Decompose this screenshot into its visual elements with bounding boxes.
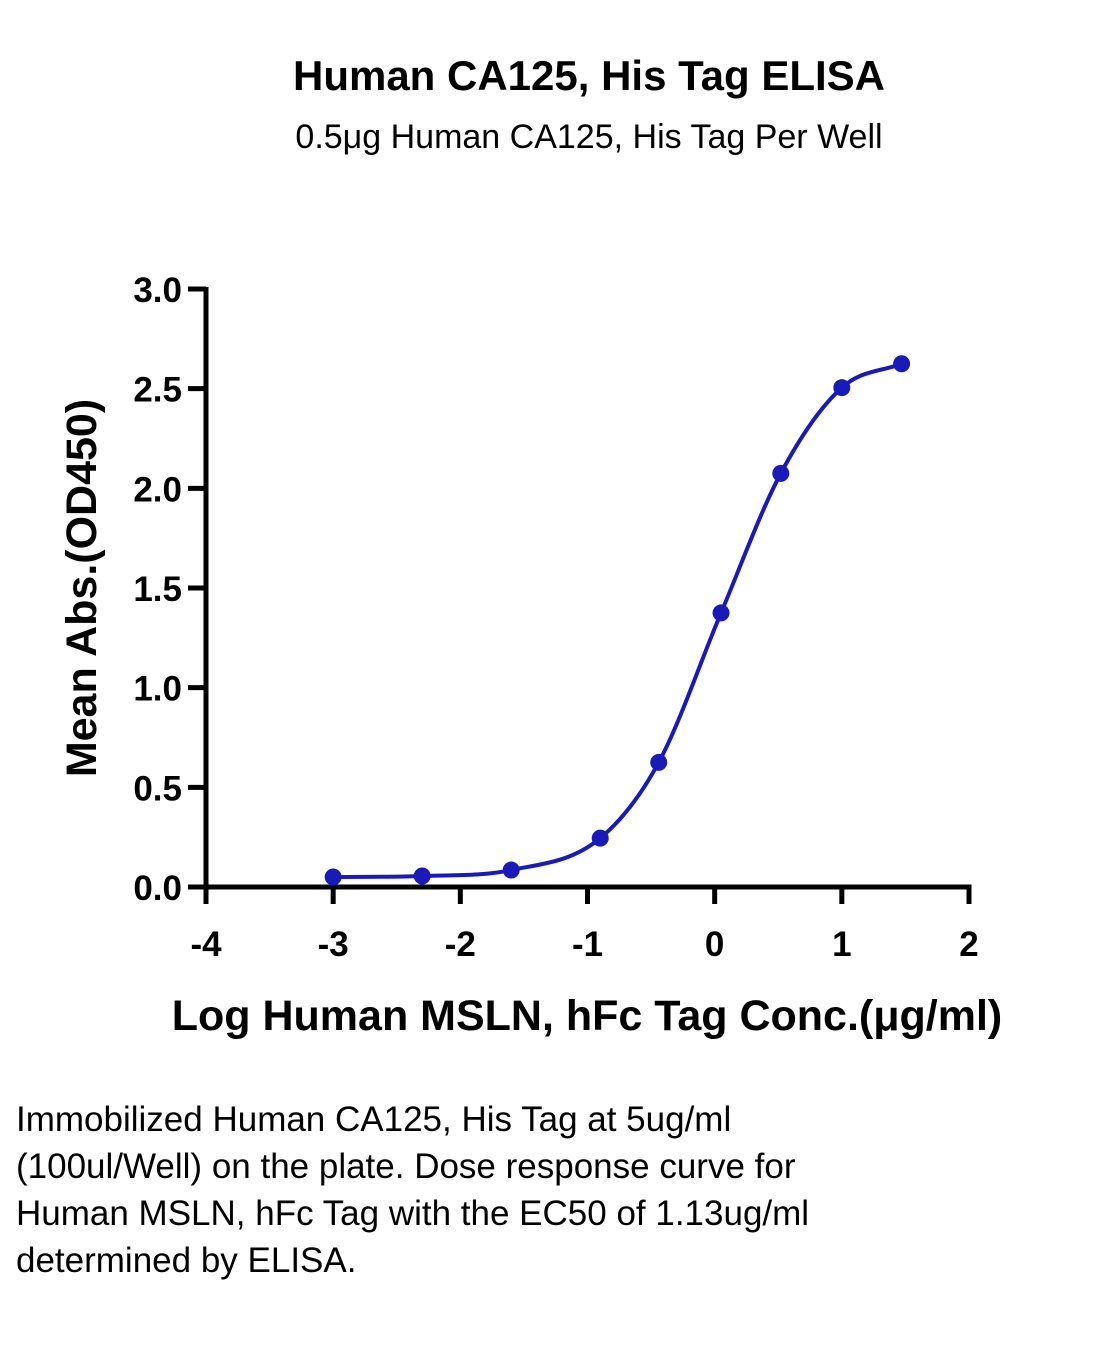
data-point [772,464,790,482]
data-point [893,355,911,373]
y-tick-label: 1.5 [133,570,182,609]
data-point [650,753,668,771]
data-point [833,379,851,397]
chart-title: Human CA125, His Tag ELISA [292,52,886,99]
y-tick-label: 2.5 [133,371,182,410]
y-tick-label: 3.0 [133,271,182,310]
elisa-chart: 0.0 0.5 1.0 1.5 2.0 2.5 3.0 -4 -3 -2 -1 0 1 2 Log Hum… [58,271,1003,1040]
data-point [591,829,609,847]
y-tick-label: 1.0 [133,670,182,709]
chart-subtitle: 0.5μg Human CA125, His Tag Per Well [295,118,883,156]
x-tick-label: 0 [705,925,724,964]
data-point [324,868,342,886]
x-tick-label: 1 [832,925,851,964]
x-tick-label: -1 [572,925,603,964]
x-tick-label: -3 [318,925,349,964]
y-tick-label: 0.0 [133,869,182,908]
y-tick-label: 0.5 [133,769,182,808]
x-tick-label: -4 [190,925,222,964]
data-point [502,861,520,879]
data-point [413,867,431,885]
y-axis-label: Mean Abs.(OD450) [58,399,106,777]
y-tick-label: 2.0 [133,470,182,509]
x-tick-label: 2 [959,925,978,964]
x-tick-label: -2 [445,925,476,964]
fitted-curve [331,361,904,880]
data-point [712,604,730,622]
figure-description: Immobilized Human CA125, His Tag at 5ug/… [16,1100,810,1280]
x-axis-label: Log Human MSLN, hFc Tag Conc.(μg/ml) [172,992,1003,1040]
